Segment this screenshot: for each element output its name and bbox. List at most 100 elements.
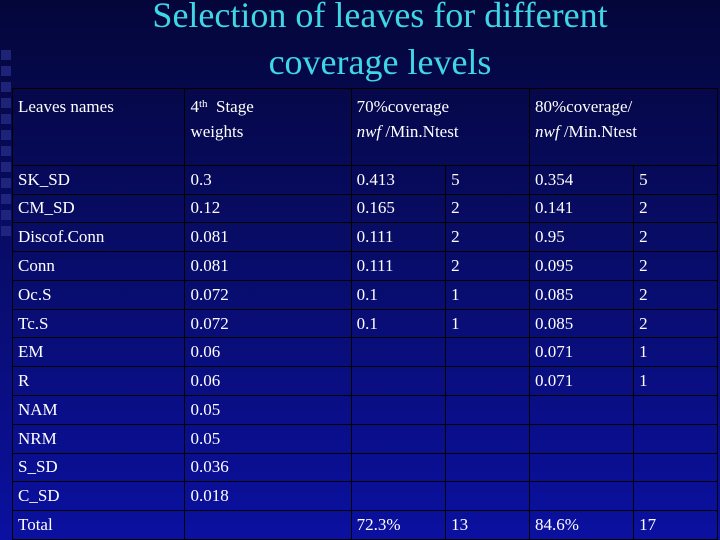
cov70-count-cell <box>445 481 530 512</box>
leaf-name-cell: Tc.S <box>11 308 186 339</box>
header-weights-line1: 4th Stage <box>190 94 350 119</box>
cov70-value-cell: 0.165 <box>350 193 447 224</box>
weight-cell: 0.081 <box>184 251 352 281</box>
header-leaves-label: Leaves names <box>18 97 114 116</box>
total-row: Total 72.3% 13 84.6% 17 <box>11 510 718 540</box>
cov70-value-cell: 72.3% <box>350 510 447 540</box>
cov70-value-cell <box>350 452 447 483</box>
leaf-name-cell: Total <box>11 510 186 540</box>
slide-title: Selection of leaves for different covera… <box>60 0 700 86</box>
cov80-count-cell: 2 <box>633 279 718 310</box>
cov70-value-cell: 0.413 <box>350 164 447 195</box>
weight-cell: 0.12 <box>184 193 352 224</box>
cov80-value-cell <box>528 423 635 454</box>
header-cov80-italic: nwf <box>535 122 560 141</box>
leaf-name-cell: R <box>11 366 186 397</box>
title-line-2: coverage levels <box>268 42 492 82</box>
table-row: Tc.S 0.072 0.1 1 0.085 2 <box>11 308 718 339</box>
title-line-1: Selection of leaves for different <box>152 0 608 35</box>
leaf-name-cell: NAM <box>11 395 186 425</box>
weight-cell: 0.081 <box>184 222 352 253</box>
cov70-value-cell <box>350 395 447 425</box>
header-weights-rest: Stage <box>216 97 254 116</box>
cov70-count-cell: 1 <box>445 308 530 339</box>
cov70-value-cell: 0.1 <box>350 308 447 339</box>
cov80-count-cell <box>633 452 718 483</box>
cov70-count-cell: 2 <box>445 193 530 224</box>
leaves-table: Leaves names 4th Stage weights 70%covera… <box>11 88 718 540</box>
cov70-count-cell <box>445 452 530 483</box>
cov70-value-cell: 0.111 <box>350 222 447 253</box>
cov70-count-cell: 1 <box>445 279 530 310</box>
header-cov80-rest: /Min.Ntest <box>563 122 638 141</box>
cov70-count-cell <box>445 366 530 397</box>
cov80-count-cell <box>633 481 718 512</box>
header-cov70: 70%coverage nwf /Min.Ntest <box>350 88 531 166</box>
leaf-name-cell: EM <box>11 337 186 368</box>
cov70-count-cell: 5 <box>445 164 530 195</box>
weight-cell <box>184 510 352 540</box>
leaf-name-cell: Conn <box>11 251 186 281</box>
cov70-count-cell: 13 <box>445 510 530 540</box>
cov70-count-cell: 2 <box>445 251 530 281</box>
table-row: NRM 0.05 <box>11 423 718 454</box>
header-cov70-italic: nwf <box>356 122 382 141</box>
cov80-count-cell <box>633 423 718 454</box>
decorative-squares <box>0 0 14 540</box>
leaf-name-cell: Discof.Conn <box>11 222 186 253</box>
leaf-name-cell: Oc.S <box>11 279 186 310</box>
header-weights-line2: weights <box>190 122 244 141</box>
cov80-value-cell: 0.071 <box>528 337 635 368</box>
table-row: C_SD 0.018 <box>11 481 718 512</box>
weight-cell: 0.036 <box>184 452 352 483</box>
cov80-value-cell: 0.071 <box>528 366 635 397</box>
header-cov80-line1: 80%coverage/ <box>535 97 633 116</box>
table-row: R 0.06 0.071 1 <box>11 366 718 397</box>
cov80-value-cell: 0.095 <box>528 251 635 281</box>
leaf-name-cell: NRM <box>11 423 186 454</box>
table-row: Conn 0.081 0.111 2 0.095 2 <box>11 251 718 281</box>
cov80-value-cell: 0.354 <box>528 164 635 195</box>
table-row: EM 0.06 0.071 1 <box>11 337 718 368</box>
header-cov80: 80%coverage/ nwf /Min.Ntest <box>529 88 718 166</box>
cov80-value-cell: 84.6% <box>528 510 635 540</box>
leaf-name-cell: SK_SD <box>11 164 186 195</box>
header-weights: 4th Stage weights <box>184 88 352 166</box>
cov80-count-cell: 1 <box>633 366 718 397</box>
weight-cell: 0.018 <box>184 481 352 512</box>
cov70-value-cell: 0.1 <box>350 279 447 310</box>
cov70-value-cell <box>350 337 447 368</box>
header-row: Leaves names 4th Stage weights 70%covera… <box>11 88 718 166</box>
cov70-count-cell <box>445 395 530 425</box>
cov70-value-cell <box>350 481 447 512</box>
table-row: NAM 0.05 <box>11 395 718 425</box>
cov80-count-cell: 2 <box>633 193 718 224</box>
cov80-value-cell: 0.085 <box>528 308 635 339</box>
cov80-value-cell: 0.085 <box>528 279 635 310</box>
header-cov80-line2: nwf /Min.Ntest <box>535 119 717 144</box>
header-cov70-rest: /Min.Ntest <box>385 122 459 141</box>
cov70-value-cell <box>350 423 447 454</box>
table-row: S_SD 0.036 <box>11 452 718 483</box>
weight-cell: 0.06 <box>184 366 352 397</box>
header-weights-sup: th <box>198 98 208 110</box>
cov70-value-cell <box>350 366 447 397</box>
header-cov70-line1: 70%coverage <box>356 97 450 116</box>
table-row: SK_SD 0.3 0.413 5 0.354 5 <box>11 164 718 195</box>
weight-cell: 0.3 <box>184 164 352 195</box>
table-row: Oc.S 0.072 0.1 1 0.085 2 <box>11 279 718 310</box>
cov80-value-cell <box>528 395 635 425</box>
cov80-value-cell <box>528 481 635 512</box>
header-leaves-names: Leaves names <box>11 88 186 166</box>
table-row: CM_SD 0.12 0.165 2 0.141 2 <box>11 193 718 224</box>
weight-cell: 0.072 <box>184 308 352 339</box>
cov80-count-cell: 1 <box>633 337 718 368</box>
leaf-name-cell: CM_SD <box>11 193 186 224</box>
cov70-count-cell <box>445 423 530 454</box>
leaf-name-cell: S_SD <box>11 452 186 483</box>
header-weights-num: 4 <box>190 97 199 116</box>
table-row: Discof.Conn 0.081 0.111 2 0.95 2 <box>11 222 718 253</box>
cov80-count-cell: 2 <box>633 222 718 253</box>
leaf-name-cell: C_SD <box>11 481 186 512</box>
cov80-value-cell: 0.95 <box>528 222 635 253</box>
